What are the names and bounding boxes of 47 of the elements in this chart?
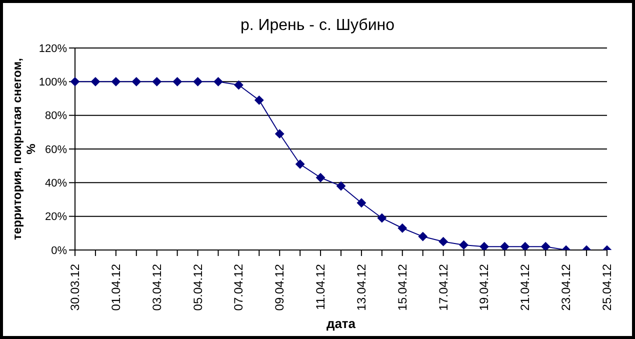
x-tick-label: 23.04.12 [559,264,574,311]
x-tick-label: 05.04.12 [190,264,205,311]
y-tick-label: 20% [44,211,68,224]
y-tick-label: 60% [44,144,68,156]
point [132,77,141,86]
point [214,77,223,86]
x-tick-label: 13.04.12 [354,264,368,311]
point [459,240,468,250]
point [520,242,530,250]
point [275,129,284,138]
point [172,77,182,86]
x-tick-label: 15.04.12 [395,264,410,311]
point [377,214,386,223]
y-axis-title: территория, покрытая снегом, % [10,58,38,240]
x-tick-label: 03.04.12 [150,264,164,311]
point [152,77,162,86]
point [254,96,264,105]
point [438,237,448,246]
y-tick-label: 0% [51,244,68,257]
point [398,224,407,233]
x-tick-label: 11.04.12 [314,264,328,310]
y-tick-label: 120% [38,42,68,55]
point [316,173,326,182]
x-tick-label: 09.04.12 [272,264,287,311]
point [356,198,366,208]
x-tick-label: 01.04.12 [108,264,123,311]
point [541,242,550,250]
point [480,242,489,250]
x-tick-label: 30.03.12 [68,264,82,311]
x-tick-label: 17.04.12 [436,264,450,311]
point [111,77,120,86]
x-axis-title: дата [326,316,356,331]
point [234,80,244,90]
y-tick-label: 100% [38,76,68,89]
point [418,232,428,242]
y-tick-label: 80% [44,110,68,122]
y-tick-label: 40% [44,178,68,190]
x-tick-label: 19.04.12 [477,264,492,311]
chart-title: р. Ирень - с. Шубино [239,17,396,35]
point [296,160,305,169]
point [90,77,100,86]
x-tick-label: 25.04.12 [600,264,614,311]
x-tick-label: 21.04.12 [518,264,532,311]
x-tick-label: 07.04.12 [232,264,246,311]
point [336,182,346,191]
point [500,242,510,250]
point [193,77,202,86]
